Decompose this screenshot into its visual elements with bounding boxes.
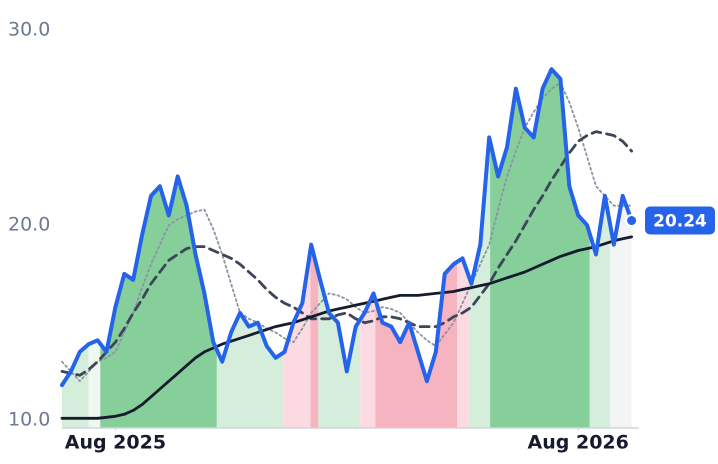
zone [282, 69, 311, 428]
y-tick-label: 10.0 [8, 409, 50, 431]
zone [490, 69, 590, 428]
zone [469, 69, 491, 428]
last-point [625, 214, 639, 228]
moving-average [61, 81, 633, 383]
zone [310, 69, 319, 428]
zone [360, 69, 376, 428]
last-value-badge [645, 206, 715, 235]
zone [318, 69, 361, 428]
zone [100, 69, 217, 428]
moving-average [60, 235, 633, 420]
y-tick-label: 20.0 [8, 214, 50, 236]
zone [216, 69, 283, 428]
x-tick-label: Aug 2026 [528, 432, 629, 454]
moving-average [60, 130, 633, 377]
zone [375, 69, 458, 428]
last-value-label: 20.24 [653, 212, 707, 232]
y-tick-label: 30.0 [8, 19, 50, 41]
x-tick-label: Aug 2025 [65, 432, 166, 454]
price-line [60, 67, 634, 388]
zone [457, 69, 470, 428]
